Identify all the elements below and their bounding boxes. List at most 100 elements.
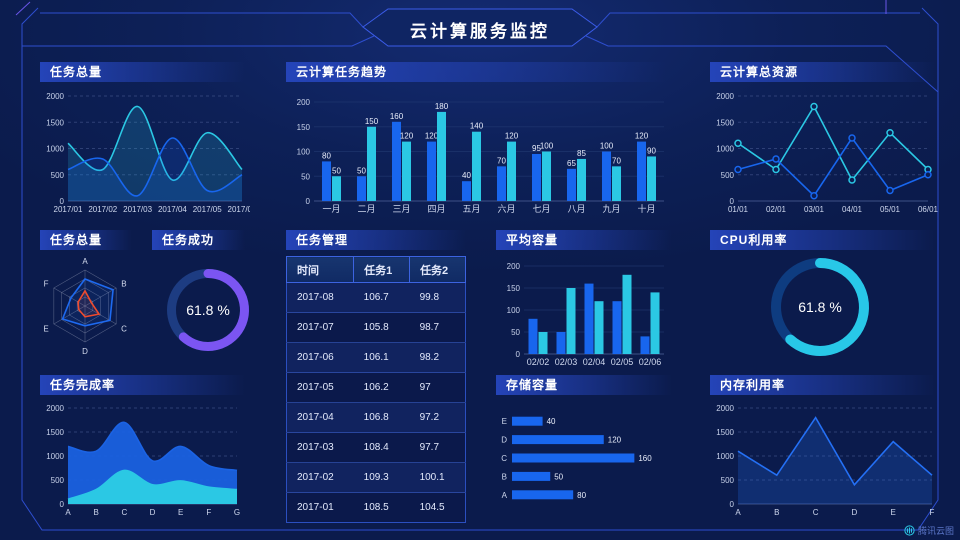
svg-text:50: 50	[357, 166, 366, 175]
storage-hbar-chart: E 40 D 120 C 160 B 50 A 80	[496, 404, 672, 512]
table-cell: 104.5	[409, 492, 466, 523]
svg-text:D: D	[852, 508, 858, 517]
svg-text:500: 500	[721, 476, 735, 485]
svg-text:02/05: 02/05	[611, 357, 634, 367]
svg-text:02/06: 02/06	[639, 357, 662, 367]
panel-title-task-total-radar: 任务总量	[40, 230, 132, 250]
table-cell: 106.1	[353, 342, 410, 373]
svg-text:2017/01: 2017/01	[54, 205, 83, 214]
svg-text:2000: 2000	[716, 92, 734, 101]
svg-text:0: 0	[516, 350, 521, 359]
svg-text:F: F	[44, 280, 49, 289]
svg-text:A: A	[82, 257, 88, 266]
svg-text:05/01: 05/01	[880, 205, 901, 214]
svg-text:1000: 1000	[716, 452, 734, 461]
task-table-body: 2017-08 106.7 99.8 2017-07 105.8 98.7 2017-06 1…	[286, 282, 466, 523]
table-cell: 2017-06	[286, 342, 354, 373]
svg-text:0: 0	[60, 197, 65, 206]
svg-text:150: 150	[297, 123, 311, 132]
svg-text:1500: 1500	[46, 118, 64, 127]
svg-text:120: 120	[635, 132, 649, 141]
svg-text:61.8 %: 61.8 %	[186, 302, 230, 318]
svg-text:G: G	[234, 508, 240, 517]
table-cell: 97.7	[409, 432, 466, 463]
table-cell: 109.3	[353, 462, 410, 493]
svg-text:C: C	[121, 508, 127, 517]
header-plate	[362, 8, 598, 47]
table-header-cell: 时间	[285, 256, 355, 283]
svg-text:95: 95	[532, 144, 541, 153]
svg-text:1500: 1500	[716, 428, 734, 437]
table-cell: 108.5	[353, 492, 410, 523]
table-cell: 2017-07	[286, 312, 354, 343]
svg-text:01/01: 01/01	[728, 205, 749, 214]
svg-text:一月: 一月	[322, 204, 340, 214]
svg-text:D: D	[82, 347, 88, 356]
table-row: 2017-01 108.5 104.5	[286, 492, 466, 523]
svg-text:A: A	[65, 508, 71, 517]
svg-text:八月: 八月	[567, 204, 585, 214]
svg-text:50: 50	[511, 328, 520, 337]
svg-text:0: 0	[306, 197, 311, 206]
svg-text:61.8 %: 61.8 %	[798, 299, 842, 315]
panel-title-completion-rate: 任务完成率	[40, 375, 245, 395]
svg-text:90: 90	[647, 146, 656, 155]
table-header-cell: 任务2	[409, 256, 466, 283]
svg-text:02/03: 02/03	[555, 357, 578, 367]
svg-text:500: 500	[51, 171, 65, 180]
svg-text:二月: 二月	[357, 204, 375, 214]
panel-title-avg-capacity: 平均容量	[496, 230, 672, 250]
svg-text:160: 160	[638, 454, 652, 463]
svg-text:六月: 六月	[497, 203, 515, 214]
table-cell: 2017-05	[286, 372, 354, 403]
table-cell: 2017-04	[286, 402, 354, 433]
svg-text:100: 100	[600, 142, 614, 151]
svg-text:2017/05: 2017/05	[193, 205, 222, 214]
completion-rate-area-chart: 0 500 1000 1500 2000 A B C D E F G	[40, 400, 245, 518]
svg-text:B: B	[774, 508, 779, 517]
svg-text:E: E	[891, 508, 896, 517]
task-trend-bar-chart: 0 50 100 150 200 一月 二月 三月 四月 五月 六月 七月 八月 九月 十月 80 50 160 1…	[286, 88, 672, 215]
svg-text:02/04: 02/04	[583, 357, 606, 367]
svg-text:500: 500	[721, 171, 735, 180]
table-cell: 2017-02	[286, 462, 354, 493]
table-cell: 97	[409, 372, 466, 403]
svg-text:80: 80	[322, 151, 331, 160]
svg-text:02/02: 02/02	[527, 357, 550, 367]
table-row: 2017-04 106.8 97.2	[286, 402, 466, 433]
task-table: 时间 任务1 任务2 2017-08 106.7 99.8 2017-07 105.8 98.…	[285, 256, 466, 523]
panel-title-cpu-usage: CPU利用率	[710, 230, 935, 250]
table-cell: 97.2	[409, 402, 466, 433]
svg-text:04/01: 04/01	[842, 205, 863, 214]
table-cell: 98.2	[409, 342, 466, 373]
panel-title-task-trend: 云计算任务趋势	[286, 62, 666, 82]
table-row: 2017-05 106.2 97	[286, 372, 466, 403]
svg-text:2000: 2000	[46, 404, 64, 413]
svg-text:500: 500	[51, 476, 65, 485]
svg-text:200: 200	[507, 262, 521, 271]
svg-text:A: A	[502, 491, 508, 500]
svg-text:1500: 1500	[716, 118, 734, 127]
svg-text:100: 100	[507, 306, 521, 315]
svg-text:03/01: 03/01	[804, 205, 825, 214]
svg-text:65: 65	[567, 159, 576, 168]
panel-title-task-total-top: 任务总量	[40, 62, 245, 82]
svg-text:三月: 三月	[392, 204, 410, 214]
svg-text:70: 70	[497, 156, 506, 165]
svg-text:50: 50	[301, 172, 310, 181]
panel-title-task-success: 任务成功	[152, 230, 245, 250]
svg-text:F: F	[930, 508, 935, 517]
svg-text:E: E	[502, 417, 507, 426]
table-cell: 106.2	[353, 372, 410, 403]
svg-text:D: D	[501, 436, 507, 445]
svg-text:160: 160	[390, 112, 404, 121]
svg-text:B: B	[502, 472, 507, 481]
svg-text:0: 0	[730, 197, 735, 206]
watermark-label: 腾讯云图	[917, 526, 954, 536]
svg-text:1000: 1000	[716, 145, 734, 154]
table-row: 2017-08 106.7 99.8	[286, 282, 466, 313]
svg-text:40: 40	[547, 417, 556, 426]
table-cell: 2017-08	[286, 282, 354, 313]
panel-title-storage: 存储容量	[496, 375, 672, 395]
